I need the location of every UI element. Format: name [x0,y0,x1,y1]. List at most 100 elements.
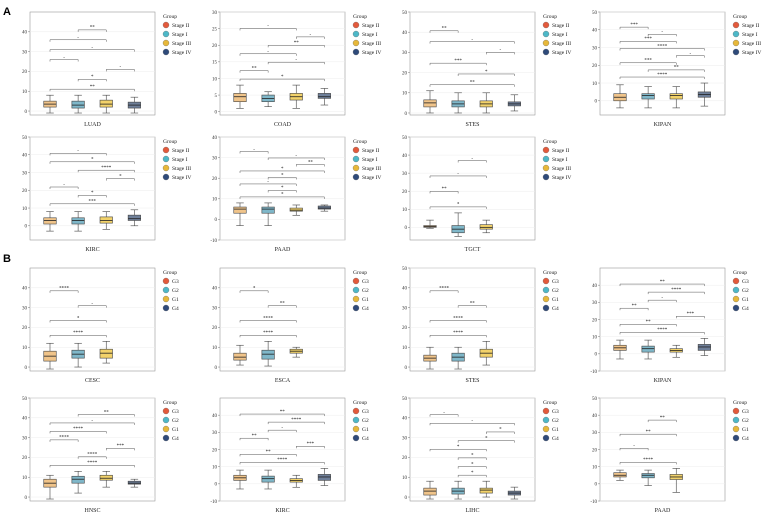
significance-label: - [295,58,297,63]
legend-marker [352,39,360,47]
y-tick-label: -10 [590,370,597,375]
legend-entry: Stage I [172,157,188,163]
box-iqr [641,345,655,353]
box-stage-iii [289,84,303,109]
legend-marker [732,21,740,29]
significance-bracket: - [49,419,135,425]
box-stage-i [71,211,85,232]
significance-bracket: * [267,173,297,180]
y-tick-label: 30 [402,51,408,56]
significance-bracket: * [429,445,487,452]
box-g3 [423,480,437,500]
box-iqr [289,207,303,212]
significance-bracket: * [457,471,487,478]
significance-label: - [443,410,445,415]
significance-bracket: ** [77,26,107,32]
box-iqr [233,93,247,103]
legend-title: Group [163,270,177,276]
box-g4 [697,338,711,356]
significance-label: ** [90,26,96,31]
legend-entry: G3 [172,409,179,415]
significance-label: - [77,149,79,154]
significance-bracket: ** [647,66,705,72]
significance-label: - [457,172,459,177]
x-axis-label: ESCA [275,378,291,384]
box-g2 [451,346,465,370]
legend-entry: G4 [742,306,749,312]
legend-entry: Stage III [552,166,571,172]
legend: Group G3 G2 G1 G4 [732,400,749,442]
y-tick-label: 50 [402,397,408,402]
legend: Group G3 G2 G1 G4 [162,400,179,442]
box-stage-iii [99,94,113,114]
significance-bracket: * [239,193,325,199]
significance-label: - [661,296,663,301]
significance-bracket: - [429,410,459,417]
legend: Group Stage II Stage I Stage III Stage IV [352,139,381,181]
significance-label: **** [657,328,668,333]
box-g3 [233,344,247,366]
chart-panel-stes: 01020304050STES**************GroupG3G2G1… [402,267,559,384]
significance-bracket: - [267,154,325,160]
significance-label: ** [280,410,286,415]
significance-label: ** [660,416,666,421]
significance-label: **** [453,331,464,336]
significance-label: ** [646,430,652,435]
significance-bracket: **** [267,418,325,425]
y-tick-label: 40 [402,287,408,292]
legend-entry: G2 [742,418,749,424]
y-tick-label: 40 [212,414,218,419]
significance-label: - [689,51,691,56]
y-tick-label: 0 [405,496,408,501]
legend: Group G3 G2 G1 G4 [542,270,559,312]
significance-label: **** [263,331,274,336]
y-tick-label: 50 [22,136,28,141]
significance-label: **** [643,458,654,463]
significance-bracket: **** [49,331,107,338]
y-tick-label: 30 [402,172,408,177]
y-tick-label: 40 [402,154,408,159]
significance-label: - [309,33,311,38]
box-g3 [613,469,627,481]
box-g4 [317,468,331,486]
legend-marker [352,21,360,29]
box-stage-i [261,91,275,107]
significance-label: - [499,48,501,53]
y-tick-label: 0 [215,483,218,488]
significance-bracket: ** [429,81,515,87]
chart-panel-lihc: 0 10 20 30 40 50 LIHC * * * * * * - - Group G3 G2 G1 G4 [402,397,559,514]
significance-bracket: **** [647,288,705,295]
legend-marker [732,48,740,56]
significance-bracket: ** [239,66,269,73]
significance-label: ** [90,85,96,90]
significance-label: * [253,287,256,292]
significance-bracket: * [239,287,269,293]
significance-label: ** [674,66,680,71]
legend-title: Group [543,400,557,406]
y-tick-label: 40 [212,136,218,141]
box-g1 [479,340,493,366]
legend-entry: Stage III [172,41,191,47]
significance-bracket: *** [676,312,705,319]
significance-label: * [485,70,488,75]
x-axis-label: CESC [85,378,100,384]
box-iqr [479,487,493,494]
significance-bracket: * [457,454,487,460]
legend-entry: G4 [172,436,179,442]
legend-title: Group [353,400,367,406]
significance-label: ** [252,66,258,71]
box-g4 [507,486,521,500]
legend-marker [162,21,170,29]
legend-marker [162,425,170,433]
significance-bracket: * [267,186,297,193]
significance-bracket: - [429,37,515,44]
legend-marker [732,39,740,47]
significance-label: *** [687,312,695,317]
x-axis-label: COAD [274,122,292,128]
significance-bracket: *** [49,200,135,206]
section-label-a: A [3,6,11,18]
significance-bracket: **** [619,44,705,51]
y-tick-label: 20 [402,456,408,461]
legend-marker [352,48,360,56]
significance-label: ** [104,410,110,415]
